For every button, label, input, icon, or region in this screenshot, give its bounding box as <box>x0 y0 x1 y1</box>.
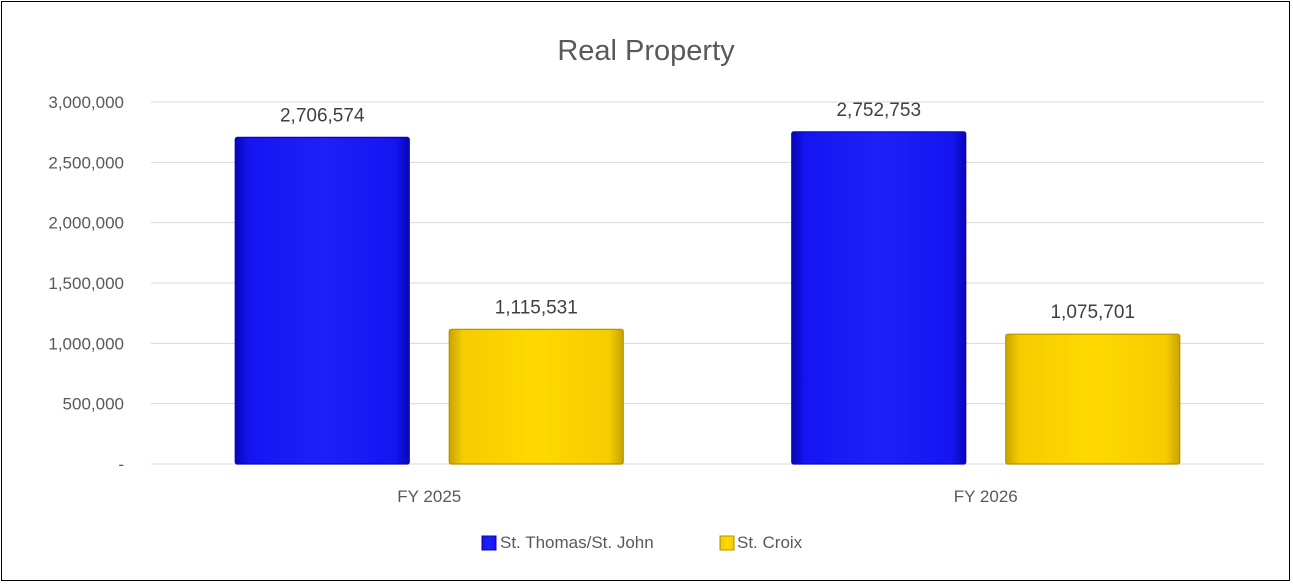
bar-st-croix-fy-2026 <box>1005 333 1181 465</box>
y-tick-label: 1,000,000 <box>48 334 124 353</box>
bar-st-thomas-st-john-fy-2026 <box>791 131 967 465</box>
legend-item: St. Croix <box>719 533 803 552</box>
y-tick-label: 2,000,000 <box>48 214 124 233</box>
y-axis-tick-labels: - 500,000 1,000,000 1,500,000 2,000,000 2,500… <box>48 93 124 474</box>
bar-st-thomas-st-john-fy-2025 <box>234 136 410 465</box>
x-axis-category-labels: FY 2025 FY 2026 <box>397 487 1017 506</box>
legend-label: St. Croix <box>737 533 803 552</box>
legend: St. Thomas/St. John St. Croix <box>481 533 803 552</box>
data-label: 2,752,753 <box>836 100 921 121</box>
legend-swatch <box>719 535 735 551</box>
data-label: 1,115,531 <box>495 297 578 318</box>
legend-swatch <box>481 535 497 551</box>
y-tick-label: 2,500,000 <box>48 153 124 172</box>
chart-title: Real Property <box>557 35 735 67</box>
data-labels: 2,706,574 1,115,531 2,752,753 1,075,701 <box>280 100 1135 323</box>
data-label: 1,075,701 <box>1050 302 1135 323</box>
x-category-label: FY 2025 <box>397 487 461 506</box>
bars <box>234 131 1181 465</box>
legend-item: St. Thomas/St. John <box>481 533 654 552</box>
y-tick-label: 1,500,000 <box>48 274 124 293</box>
y-tick-label: 3,000,000 <box>48 93 124 112</box>
legend-label: St. Thomas/St. John <box>500 533 654 552</box>
y-tick-label: 500,000 <box>63 395 124 414</box>
data-label: 2,706,574 <box>280 105 365 126</box>
x-category-label: FY 2026 <box>954 487 1018 506</box>
bar-st-croix-fy-2025 <box>448 328 624 465</box>
y-tick-label: - <box>118 455 124 474</box>
